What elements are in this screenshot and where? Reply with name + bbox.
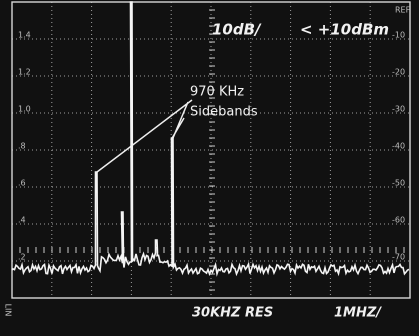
left-scale-label: .8 <box>18 142 26 151</box>
right-scale-label: -40 <box>392 142 405 151</box>
mode-readout: LIN <box>4 304 13 317</box>
right-scale-label: -10 <box>392 31 405 40</box>
right-scale-label: -30 <box>392 105 405 114</box>
left-scale-label: 1.0 <box>18 105 31 114</box>
resolution-readout: 30KHZ RES <box>192 306 273 321</box>
right-scale-label: -20 <box>392 68 405 77</box>
reference-readout: < +10dBm <box>300 21 389 39</box>
right-scale-label: -60 <box>392 216 405 225</box>
left-scale-label: 1.2 <box>18 68 31 77</box>
scale-readout: 10dB/ <box>212 21 262 39</box>
annotation-line-1: 970 KHz <box>190 85 244 100</box>
left-scale-label: .4 <box>18 216 26 225</box>
annotation-pointer <box>96 99 193 173</box>
span-readout: 1MHZ/ <box>334 306 382 321</box>
spectrum-trace <box>11 1 410 277</box>
annotation-line-2: Sidebands <box>190 105 258 120</box>
left-scale-label: .6 <box>18 179 26 188</box>
left-scale-label: 1.4 <box>18 31 31 40</box>
right-scale-label: -50 <box>392 179 405 188</box>
right-scale-label: -70 <box>392 253 405 262</box>
left-scale-label: .2 <box>18 253 26 262</box>
right-scale-title: REF <box>395 6 411 15</box>
graticule-frame <box>11 1 411 299</box>
